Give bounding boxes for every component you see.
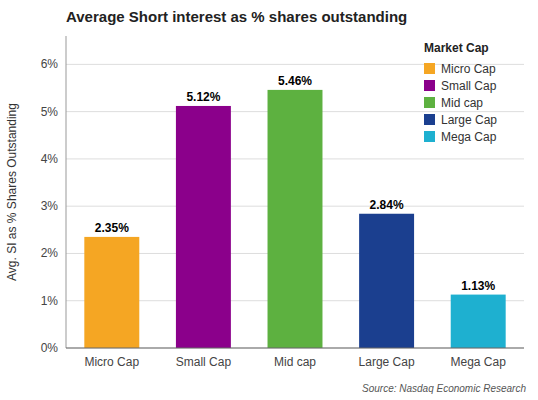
x-axis-line	[66, 348, 524, 349]
bar	[451, 295, 506, 348]
y-tick-label: 6%	[41, 57, 59, 71]
legend-label: Mid cap	[441, 96, 483, 110]
y-tick-label: 4%	[41, 152, 59, 166]
legend-title: Market Cap	[424, 41, 489, 55]
bar	[176, 106, 231, 348]
y-tick-label: 2%	[41, 246, 59, 260]
bar	[359, 214, 414, 348]
data-label: 2.35%	[95, 221, 129, 235]
x-tick-label: Large Cap	[359, 355, 415, 369]
y-tick-label: 1%	[41, 294, 59, 308]
x-tick-label: Micro Cap	[84, 355, 139, 369]
x-tick-label: Small Cap	[176, 355, 232, 369]
legend-label: Micro Cap	[441, 62, 496, 76]
legend-label: Large Cap	[441, 113, 497, 127]
background	[0, 0, 538, 400]
bar	[268, 90, 323, 348]
bars	[84, 90, 505, 348]
grid	[66, 64, 524, 348]
y-axis-label: Avg. SI as % Shares Outstanding	[5, 103, 19, 281]
chart-container: Average Short interest as % shares outst…	[0, 0, 538, 400]
legend-swatch	[424, 114, 435, 125]
data-label: 1.13%	[461, 279, 495, 293]
data-label: 5.12%	[186, 90, 220, 104]
x-tick-label: Mid cap	[274, 355, 316, 369]
legend-swatch	[424, 63, 435, 74]
data-label: 2.84%	[370, 198, 404, 212]
y-axis-line	[66, 36, 67, 348]
legend-swatch	[424, 97, 435, 108]
legend-label: Small Cap	[441, 79, 497, 93]
chart-svg: Average Short interest as % shares outst…	[0, 0, 538, 400]
y-tick-label: 5%	[41, 105, 59, 119]
source-note: Source: Nasdaq Economic Research	[362, 383, 526, 394]
y-tick-label: 3%	[41, 199, 59, 213]
data-label: 5.46%	[278, 74, 312, 88]
legend: Market Cap Micro Cap Small Cap Mid cap Large…	[424, 41, 497, 144]
y-tick-label: 0%	[41, 341, 59, 355]
legend-swatch	[424, 131, 435, 142]
title: Average Short interest as % shares outst…	[66, 8, 407, 25]
bar	[84, 237, 139, 348]
legend-label: Mega Cap	[441, 130, 497, 144]
grid-line	[66, 348, 524, 349]
x-tick-label: Mega Cap	[451, 355, 507, 369]
legend-swatch	[424, 80, 435, 91]
